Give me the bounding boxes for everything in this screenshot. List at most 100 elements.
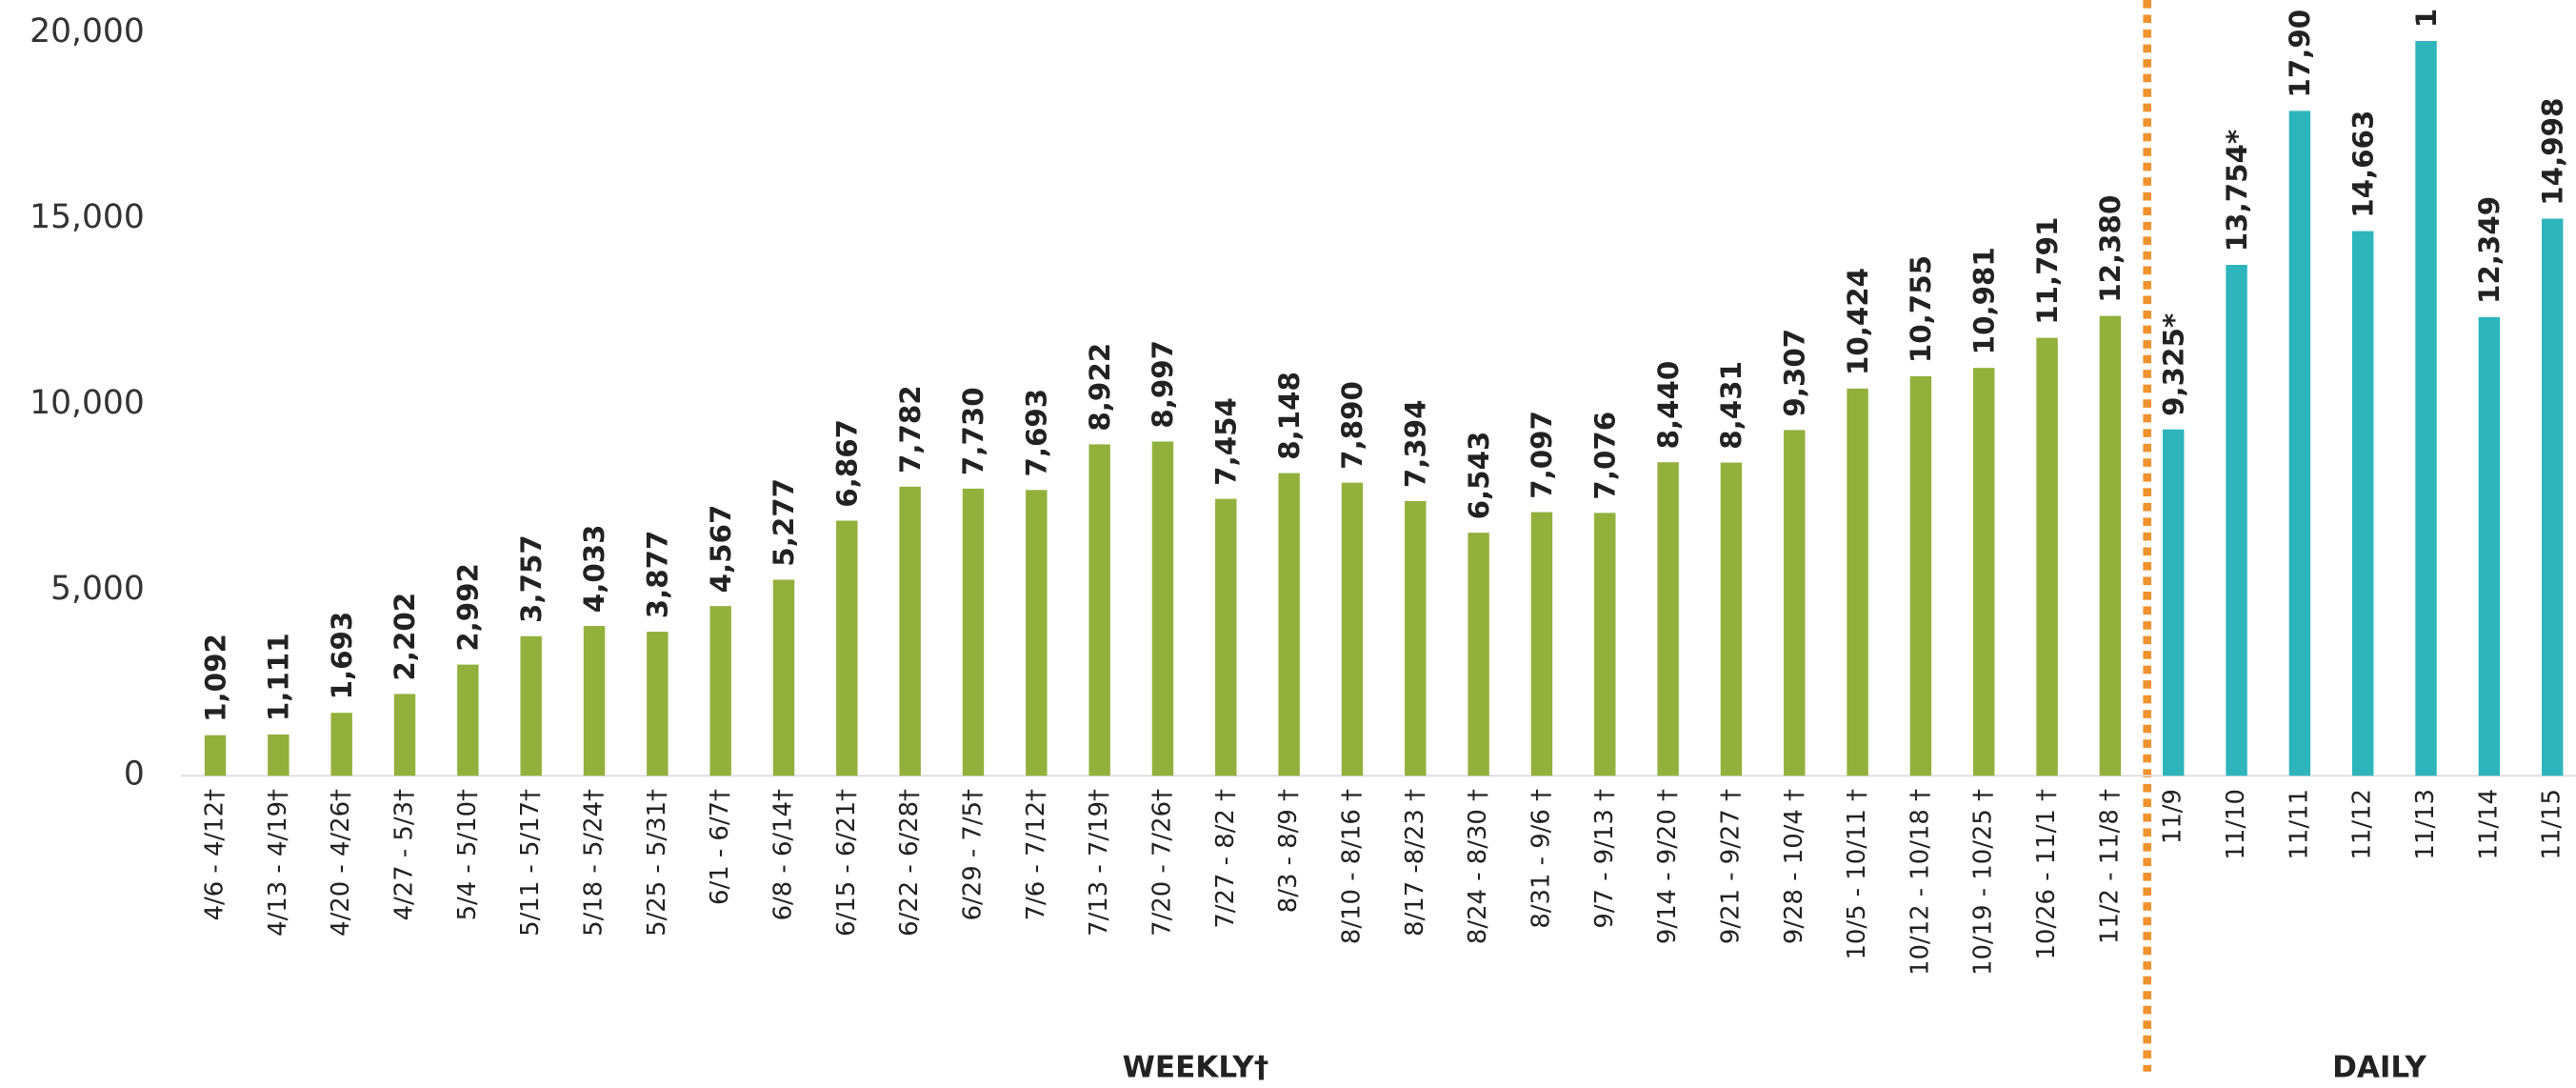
x-tick-label: 8/31 - 9/6 † <box>1527 789 1555 929</box>
x-tick-label: 6/29 - 7/5† <box>958 789 987 920</box>
x-tick-label: 7/6 - 7/12† <box>1022 789 1050 920</box>
bar <box>1657 462 1679 776</box>
value-label: 5,277 <box>768 478 800 567</box>
value-label: 11,791 <box>2031 217 2064 325</box>
x-tick-label: 9/14 - 9/20 † <box>1653 789 1682 944</box>
bar <box>330 713 352 776</box>
bar <box>2036 337 2058 776</box>
value-label: 10,755 <box>1905 255 1937 363</box>
value-label: 1,092 <box>199 634 231 722</box>
bar <box>836 520 858 776</box>
value-label: 8,431 <box>1715 361 1747 450</box>
x-tick-label: 8/3 - 8/9 † <box>1274 789 1303 913</box>
value-label: 1,111 <box>263 633 295 721</box>
value-label: 17,90 <box>2284 10 2316 98</box>
x-tick-label: 7/27 - 8/2 † <box>1211 789 1240 929</box>
bar <box>1151 441 1174 776</box>
y-tick-label: 10,000 <box>30 384 145 422</box>
bar <box>1847 388 1868 776</box>
value-label: 1,693 <box>326 612 358 700</box>
bar <box>1594 513 1616 776</box>
x-tick-label: 4/20 - 4/26† <box>327 789 355 937</box>
value-label: 7,782 <box>894 385 927 473</box>
value-label: 4,567 <box>705 505 737 594</box>
bar <box>583 626 606 776</box>
bar <box>1341 482 1364 776</box>
value-label: 7,097 <box>1526 411 1558 499</box>
y-tick-label: 5,000 <box>50 570 145 608</box>
bar <box>520 635 542 776</box>
value-label: 8,440 <box>1652 361 1685 450</box>
value-label: 9,307 <box>1778 329 1810 417</box>
y-tick-label: 20,000 <box>30 12 145 50</box>
x-tick-label: 10/19 - 10/25 † <box>1969 789 1998 976</box>
value-label: 8,148 <box>1273 372 1306 460</box>
x-tick-label: 5/18 - 5/24† <box>580 789 609 937</box>
value-label: 12,380 <box>2094 195 2127 303</box>
value-label: 3,757 <box>515 534 548 623</box>
bar <box>647 632 669 776</box>
x-tick-label: 10/5 - 10/11 † <box>1843 789 1871 960</box>
x-tick-label: 6/15 - 6/21† <box>832 789 861 937</box>
bar <box>1909 375 1932 776</box>
bar <box>2226 265 2247 776</box>
value-label: 7,890 <box>1336 381 1368 470</box>
x-tick-label: 11/11 <box>2285 789 2313 860</box>
bar <box>1215 498 1237 776</box>
x-tick-label: 10/26 - 11/1 † <box>2032 789 2061 960</box>
value-label: 10,424 <box>1842 268 1874 375</box>
value-label: 10,981 <box>1967 247 2000 354</box>
value-label: 7,693 <box>1021 389 1053 477</box>
x-tick-label: 11/2 - 11/8 † <box>2095 789 2124 944</box>
x-tick-label: 11/14 <box>2474 789 2503 860</box>
bar <box>709 606 731 776</box>
x-tick-label: 6/22 - 6/28† <box>895 789 924 937</box>
value-label: 7,394 <box>1400 399 1432 488</box>
value-label: 2,202 <box>389 593 421 681</box>
bar <box>2415 41 2437 776</box>
value-label: 12,349 <box>2473 196 2506 304</box>
y-tick-label: 0 <box>124 756 145 794</box>
bar <box>772 579 795 776</box>
x-tick-label: 5/4 - 5/10† <box>453 789 482 920</box>
bar <box>2099 315 2122 776</box>
value-label: 13,754* <box>2221 130 2253 252</box>
bar <box>1405 500 1427 776</box>
x-tick-label: 11/13 <box>2411 789 2440 860</box>
group-label: WEEKLY† <box>1123 1050 1269 1084</box>
y-tick-label: 15,000 <box>30 198 145 236</box>
x-tick-label: 8/17 -8/23 † <box>1401 789 1429 937</box>
bar <box>1026 490 1048 776</box>
value-label: 7,454 <box>1210 397 1243 486</box>
x-tick-label: 11/10 <box>2222 789 2250 860</box>
x-tick-label: 4/6 - 4/12† <box>201 789 230 920</box>
bar <box>393 694 416 776</box>
value-label: 14,663 <box>2346 111 2379 218</box>
x-tick-label: 11/12 <box>2348 789 2377 860</box>
bar <box>1784 430 1806 776</box>
x-tick-label: 10/12 - 10/18 † <box>1906 789 1934 976</box>
x-tick-label: 9/7 - 9/13 † <box>1590 789 1619 929</box>
x-tick-label: 7/13 - 7/19† <box>1085 789 1113 937</box>
bar <box>457 664 479 776</box>
value-label: 6,543 <box>1463 432 1495 520</box>
value-label: 7,730 <box>957 387 989 475</box>
value-label: 6,867 <box>831 419 864 508</box>
value-label: 1 <box>2410 9 2443 28</box>
x-tick-label: 8/24 - 8/30 † <box>1464 789 1492 944</box>
bar <box>1973 368 1995 776</box>
bar <box>204 735 227 776</box>
bar <box>962 488 985 776</box>
value-label: 7,076 <box>1588 412 1621 500</box>
bar <box>2541 218 2564 776</box>
x-tick-label: 7/20 - 7/26† <box>1148 789 1176 937</box>
value-label: 4,033 <box>578 524 610 613</box>
value-label: 8,997 <box>1147 340 1179 429</box>
bar <box>1530 512 1553 776</box>
bar <box>1720 462 1743 776</box>
bar <box>1278 473 1300 776</box>
x-tick-label: 9/21 - 9/27 † <box>1716 789 1745 944</box>
bar <box>268 734 290 776</box>
bar <box>1468 533 1489 776</box>
